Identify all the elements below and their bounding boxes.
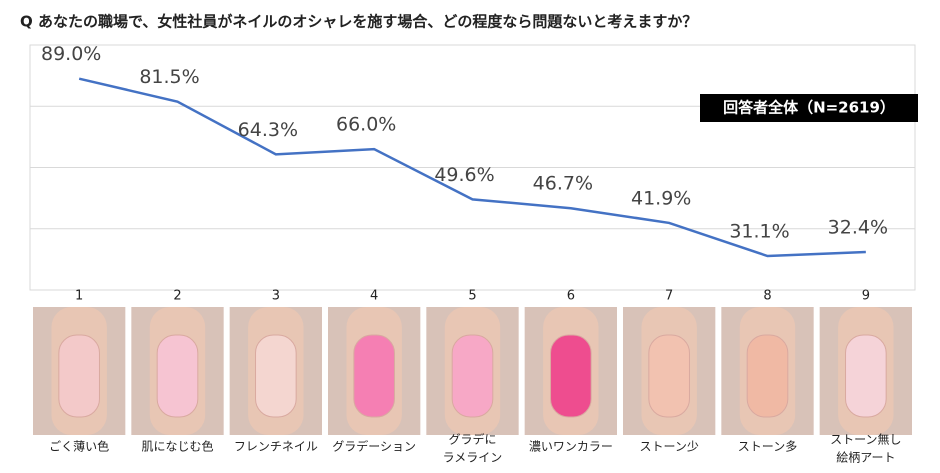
nail bbox=[353, 334, 395, 418]
x-tick-label: 7 bbox=[665, 289, 673, 304]
value-label: 64.3% bbox=[238, 119, 298, 141]
value-label: 32.4% bbox=[828, 217, 888, 239]
nail-label: ごく薄い色 bbox=[49, 439, 109, 454]
value-label: 41.9% bbox=[631, 187, 691, 209]
nail-label: 濃いワンカラー bbox=[529, 440, 613, 454]
value-label: 49.6% bbox=[434, 164, 494, 186]
x-tick-label: 3 bbox=[272, 289, 280, 304]
x-tick-label: 6 bbox=[567, 289, 575, 304]
annotation-badge: 回答者全体（N=2619） bbox=[700, 94, 918, 122]
x-tick-label: 5 bbox=[468, 289, 476, 304]
value-label: 66.0% bbox=[336, 114, 396, 136]
nail-label: 絵柄アート bbox=[836, 450, 895, 465]
nail-label: フレンチネイル bbox=[234, 440, 318, 454]
nail bbox=[451, 334, 494, 418]
nail bbox=[746, 334, 789, 418]
nail-label: グラデに bbox=[448, 432, 496, 447]
x-tick-label: 9 bbox=[862, 289, 870, 304]
x-tick-label: 8 bbox=[763, 289, 771, 304]
value-label: 81.5% bbox=[139, 66, 199, 88]
nail-label: ストーン少 bbox=[639, 440, 698, 454]
nail-label: 肌になじむ色 bbox=[141, 440, 213, 454]
nail-label: ラメライン bbox=[443, 451, 503, 465]
badge-bg bbox=[700, 94, 918, 122]
nail-label: グラデーション bbox=[332, 439, 416, 454]
nail bbox=[550, 334, 592, 418]
x-tick-label: 2 bbox=[173, 289, 181, 304]
nail bbox=[845, 334, 887, 418]
value-label: 46.7% bbox=[533, 173, 593, 195]
annotation: 回答者全体（N=2619） bbox=[723, 99, 895, 117]
nail bbox=[58, 334, 100, 418]
x-tick-label: 1 bbox=[75, 289, 83, 304]
series-line bbox=[78, 77, 866, 258]
nail-label: ストーン多 bbox=[738, 440, 797, 454]
x-tick-label: 4 bbox=[370, 289, 378, 304]
value-label: 31.1% bbox=[729, 221, 789, 243]
nail-label: ストーン無し bbox=[830, 432, 901, 447]
chart-title: Q あなたの職場で、女性社員がネイルのオシャレを施す場合、どの程度なら問題ないと… bbox=[20, 13, 697, 31]
nail bbox=[648, 334, 690, 418]
nail bbox=[156, 334, 199, 418]
nail bbox=[255, 334, 297, 418]
value-label: 89.0% bbox=[41, 43, 101, 65]
